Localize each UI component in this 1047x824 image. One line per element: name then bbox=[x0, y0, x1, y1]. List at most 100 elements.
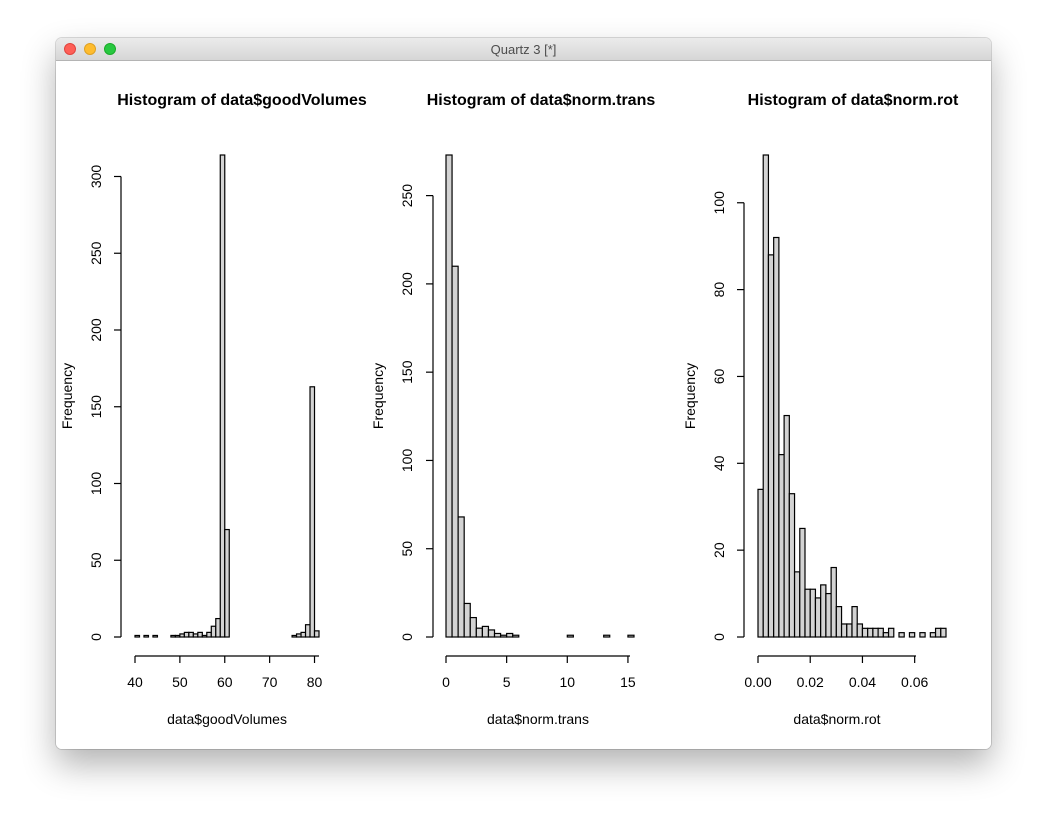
x-tick-label: 0.06 bbox=[901, 674, 928, 690]
histogram-bar bbox=[291, 634, 298, 638]
histogram-bar bbox=[872, 627, 879, 638]
y-tick-label: 250 bbox=[399, 184, 415, 208]
histogram-bar bbox=[475, 627, 483, 638]
histogram-bar bbox=[512, 634, 520, 638]
x-tick-label: 0.02 bbox=[797, 674, 824, 690]
histogram-bar bbox=[627, 634, 635, 638]
histogram-bar bbox=[898, 632, 905, 638]
x-axis-label: data$norm.trans bbox=[487, 711, 589, 727]
histogram-bar bbox=[506, 632, 514, 638]
x-tick-label: 40 bbox=[127, 674, 143, 690]
y-tick-label: 80 bbox=[711, 282, 727, 298]
histogram-bar bbox=[309, 386, 316, 638]
histogram-bar bbox=[783, 414, 790, 638]
y-tick-label: 200 bbox=[88, 318, 104, 342]
y-axis-label: Frequency bbox=[682, 363, 698, 429]
histogram-bar bbox=[499, 634, 508, 638]
x-tick-label: 70 bbox=[262, 674, 278, 690]
histogram-bar bbox=[809, 588, 817, 638]
y-tick-label: 100 bbox=[399, 449, 415, 473]
x-tick-label: 50 bbox=[172, 674, 188, 690]
x-tick-label: 0.00 bbox=[744, 674, 771, 690]
histogram-bar bbox=[835, 605, 843, 638]
histogram-bar bbox=[929, 632, 937, 638]
histogram-bar bbox=[830, 566, 837, 638]
histogram-bar bbox=[867, 627, 874, 638]
y-tick-label: 300 bbox=[88, 165, 104, 189]
histogram-bar bbox=[143, 634, 150, 638]
window-title: Quartz 3 [*] bbox=[490, 42, 557, 57]
y-tick-label: 0 bbox=[711, 633, 727, 641]
histogram-bar bbox=[804, 588, 811, 638]
histogram-bar bbox=[861, 627, 869, 638]
quartz-window: Quartz 3 [*] Histogram of data$goodVolum… bbox=[56, 38, 991, 749]
y-tick-label: 0 bbox=[399, 633, 415, 641]
histogram-panel-1: Histogram of data$goodVolumes 0 50 100 150 20… bbox=[59, 92, 367, 727]
y-axis-label: Frequency bbox=[59, 363, 75, 429]
y-tick-label: 100 bbox=[711, 191, 727, 215]
y-tick-label: 150 bbox=[399, 360, 415, 384]
histogram-bar bbox=[188, 631, 194, 638]
histogram-bar bbox=[201, 634, 208, 638]
histogram-bar bbox=[788, 493, 796, 638]
histogram-bar bbox=[762, 154, 770, 638]
histogram-bar bbox=[152, 634, 159, 638]
histogram-bar bbox=[183, 631, 190, 638]
histogram-bar bbox=[566, 634, 574, 638]
histogram-bar bbox=[793, 571, 801, 638]
histogram-bar bbox=[882, 632, 890, 638]
histogram-bar bbox=[820, 584, 827, 638]
histogram-bar bbox=[487, 629, 496, 638]
histogram-plots: Histogram of data$goodVolumes05010015020… bbox=[59, 92, 959, 727]
zoom-window-button[interactable] bbox=[104, 43, 116, 55]
close-window-button[interactable] bbox=[64, 43, 76, 55]
y-tick-label: 50 bbox=[399, 541, 415, 557]
histogram-bar bbox=[192, 633, 199, 638]
histogram-bar bbox=[295, 633, 302, 638]
histogram-bar bbox=[174, 634, 181, 638]
x-tick-label: 0.04 bbox=[849, 674, 876, 690]
title-bar[interactable]: Quartz 3 [*] bbox=[56, 38, 991, 61]
x-tick-label: 10 bbox=[560, 674, 576, 690]
histogram-panel-2: Histogram of data$norm.trans 0 50 100 150 200… bbox=[370, 92, 655, 727]
histogram-bar bbox=[134, 634, 141, 638]
histogram-bar bbox=[908, 632, 916, 638]
x-axis-label: data$norm.rot bbox=[793, 711, 880, 727]
histogram-bar bbox=[773, 236, 780, 638]
histogram-bar bbox=[940, 627, 947, 638]
y-tick-label: 0 bbox=[88, 633, 104, 641]
x-tick-label: 60 bbox=[217, 674, 233, 690]
histogram-bar bbox=[179, 633, 185, 638]
y-tick-label: 50 bbox=[88, 552, 104, 568]
histogram-bar bbox=[856, 623, 864, 638]
y-tick-label: 250 bbox=[88, 241, 104, 265]
y-tick-label: 20 bbox=[711, 542, 727, 558]
y-tick-label: 200 bbox=[399, 272, 415, 296]
histogram-bar bbox=[215, 617, 221, 638]
histogram-bar bbox=[219, 154, 226, 638]
histogram-bar bbox=[210, 625, 217, 638]
histogram-bar bbox=[825, 592, 832, 638]
histogram-bar bbox=[846, 623, 853, 638]
minimize-window-button[interactable] bbox=[84, 43, 96, 55]
histogram-bar bbox=[313, 630, 320, 638]
histogram-bar bbox=[919, 632, 926, 638]
histogram-bar bbox=[887, 627, 895, 638]
chart-title: Histogram of data$norm.trans bbox=[427, 92, 656, 109]
histogram-bar bbox=[445, 154, 453, 638]
x-axis-label: data$goodVolumes bbox=[167, 711, 287, 727]
histogram-bar bbox=[457, 516, 465, 638]
histogram-bar bbox=[814, 597, 822, 638]
y-axis-label: Frequency bbox=[370, 363, 386, 429]
histogram-bar bbox=[463, 602, 471, 638]
histogram-bar bbox=[877, 627, 884, 638]
chart-title: Histogram of data$norm.rot bbox=[748, 92, 959, 109]
chart-title: Histogram of data$goodVolumes bbox=[117, 92, 367, 109]
histogram-bar bbox=[170, 634, 176, 638]
y-tick-label: 60 bbox=[711, 368, 727, 384]
histogram-bar bbox=[206, 631, 212, 638]
histogram-bar bbox=[840, 623, 848, 638]
histogram-bar bbox=[851, 605, 858, 638]
histogram-bar bbox=[799, 527, 806, 638]
histogram-bar bbox=[757, 488, 764, 638]
